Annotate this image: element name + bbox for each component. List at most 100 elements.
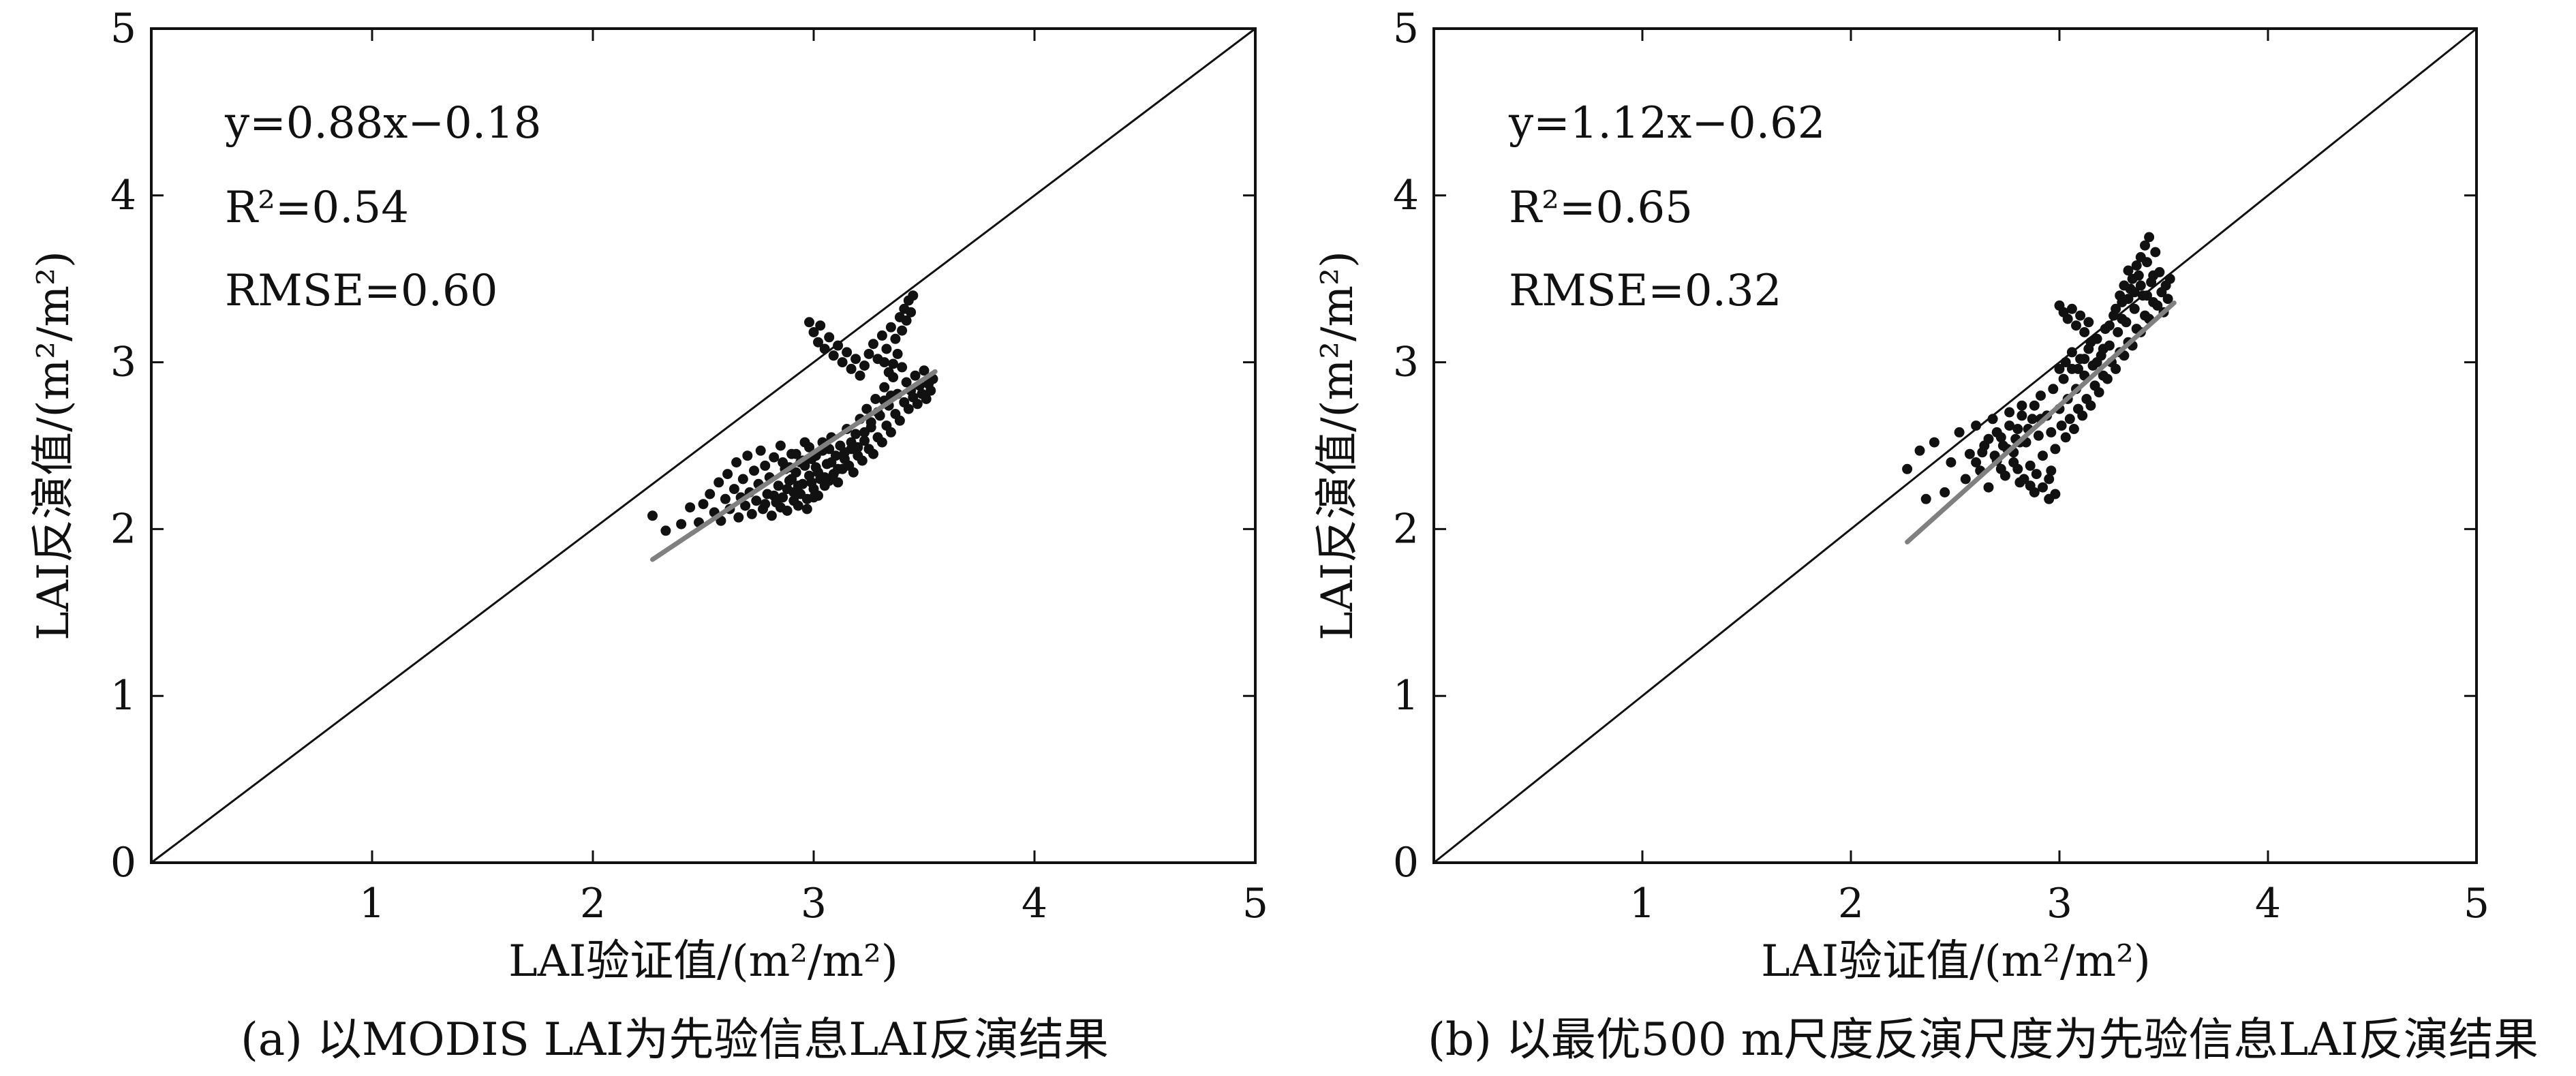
data-point [742,450,753,461]
data-point [910,370,921,381]
reference-line [1433,27,2477,864]
data-point [786,474,797,485]
data-point [833,463,844,474]
data-point [2102,373,2113,384]
data-point [2033,430,2044,441]
data-point [760,499,771,510]
data-point [782,484,793,495]
data-point [897,325,908,336]
data-point [698,499,709,510]
y-axis-ticks: 0 1 2 3 4 5 [110,5,1255,887]
x-tick-label: 4 [2255,880,2281,927]
data-point [1914,445,1925,456]
data-point [804,442,814,452]
data-point [881,343,892,354]
data-point [842,347,853,358]
data-point [876,437,887,448]
data-point [2058,373,2069,384]
data-point [2004,407,2015,418]
data-point [2038,450,2048,461]
x-tick-label: 4 [1022,880,1047,927]
data-point [2060,357,2071,368]
y-tick-label: 5 [1393,5,1419,52]
data-point [2162,294,2173,305]
data-point [837,357,848,368]
data-point [801,504,812,514]
data-point [828,350,839,361]
data-point [1946,457,1957,467]
data-point [2050,444,2061,455]
data-point [2164,273,2175,284]
data-point [2131,260,2142,271]
data-point [2073,363,2083,374]
data-point [925,385,936,396]
data-point [2029,400,2040,411]
y-tick-label: 0 [1393,839,1419,887]
data-point [2123,265,2134,276]
data-point [1983,433,1994,444]
data-point [2079,354,2090,365]
fit-line [649,369,938,562]
data-point [879,357,890,368]
data-point [2113,327,2123,337]
data-point [883,367,894,378]
data-point [2150,247,2161,258]
data-point [901,377,912,388]
data-point [912,399,923,410]
data-point [2050,489,2061,499]
data-point [778,492,788,503]
data-point [2098,343,2109,354]
data-point [647,510,658,521]
data-point [2115,290,2126,301]
data-point [2140,240,2150,251]
data-point [2054,363,2065,374]
data-point [848,467,859,478]
data-point [2027,414,2038,425]
panel-a: 1 2 3 4 5 0 1 2 3 4 5 y=0.88x−0.18 R²=0.54 RMSE=0… [29,5,1268,1066]
data-point [2085,400,2096,411]
x-tick-label: 5 [1242,880,1268,927]
data-point [2025,480,2036,491]
data-point [2123,294,2134,305]
data-point [1987,414,1998,425]
data-point [737,474,748,485]
data-point [868,339,878,350]
data-point [2060,432,2071,443]
data-point [906,307,917,318]
y-tick-label: 0 [110,839,136,887]
data-point [1991,427,2002,437]
data-point [2031,469,2042,480]
data-point [1954,427,1965,437]
regression-line [1905,300,2177,544]
reference-line [151,27,1256,864]
stat-equation: y=1.12x−0.62 [1508,98,1826,149]
data-point [1902,463,1913,474]
data-point [1964,448,1975,459]
reference-line-1to1 [151,27,1256,864]
x-tick-label: 2 [1838,880,1864,927]
data-point [788,495,799,506]
stat-r-squared: R²=0.65 [1509,183,1693,233]
fit-line [1905,300,2177,544]
data-point [2064,414,2075,425]
regression-line [649,369,938,562]
data-point [755,445,766,456]
plot-frame [1432,27,2478,864]
y-tick-label: 4 [1393,172,1419,219]
data-point [885,322,896,333]
stat-r-squared: R²=0.54 [225,183,409,233]
data-point [2056,420,2067,431]
y-tick-label: 1 [110,672,136,720]
x-axis-label: LAI验证值/(m²/m²) [1761,936,2151,987]
panel-caption: (b) 以最优500 m尺度反演尺度为先验信息LAI反演结果 [1428,1013,2539,1066]
data-point [2044,474,2055,485]
data-point [885,427,896,437]
data-point [791,448,801,459]
plot-frame [150,27,1257,864]
data-point [1971,420,1982,431]
data-point [870,394,881,404]
x-axis-label: LAI验证值/(m²/m²) [508,936,898,987]
data-point [2012,424,2023,434]
data-point [775,440,786,451]
data-point [859,427,870,437]
